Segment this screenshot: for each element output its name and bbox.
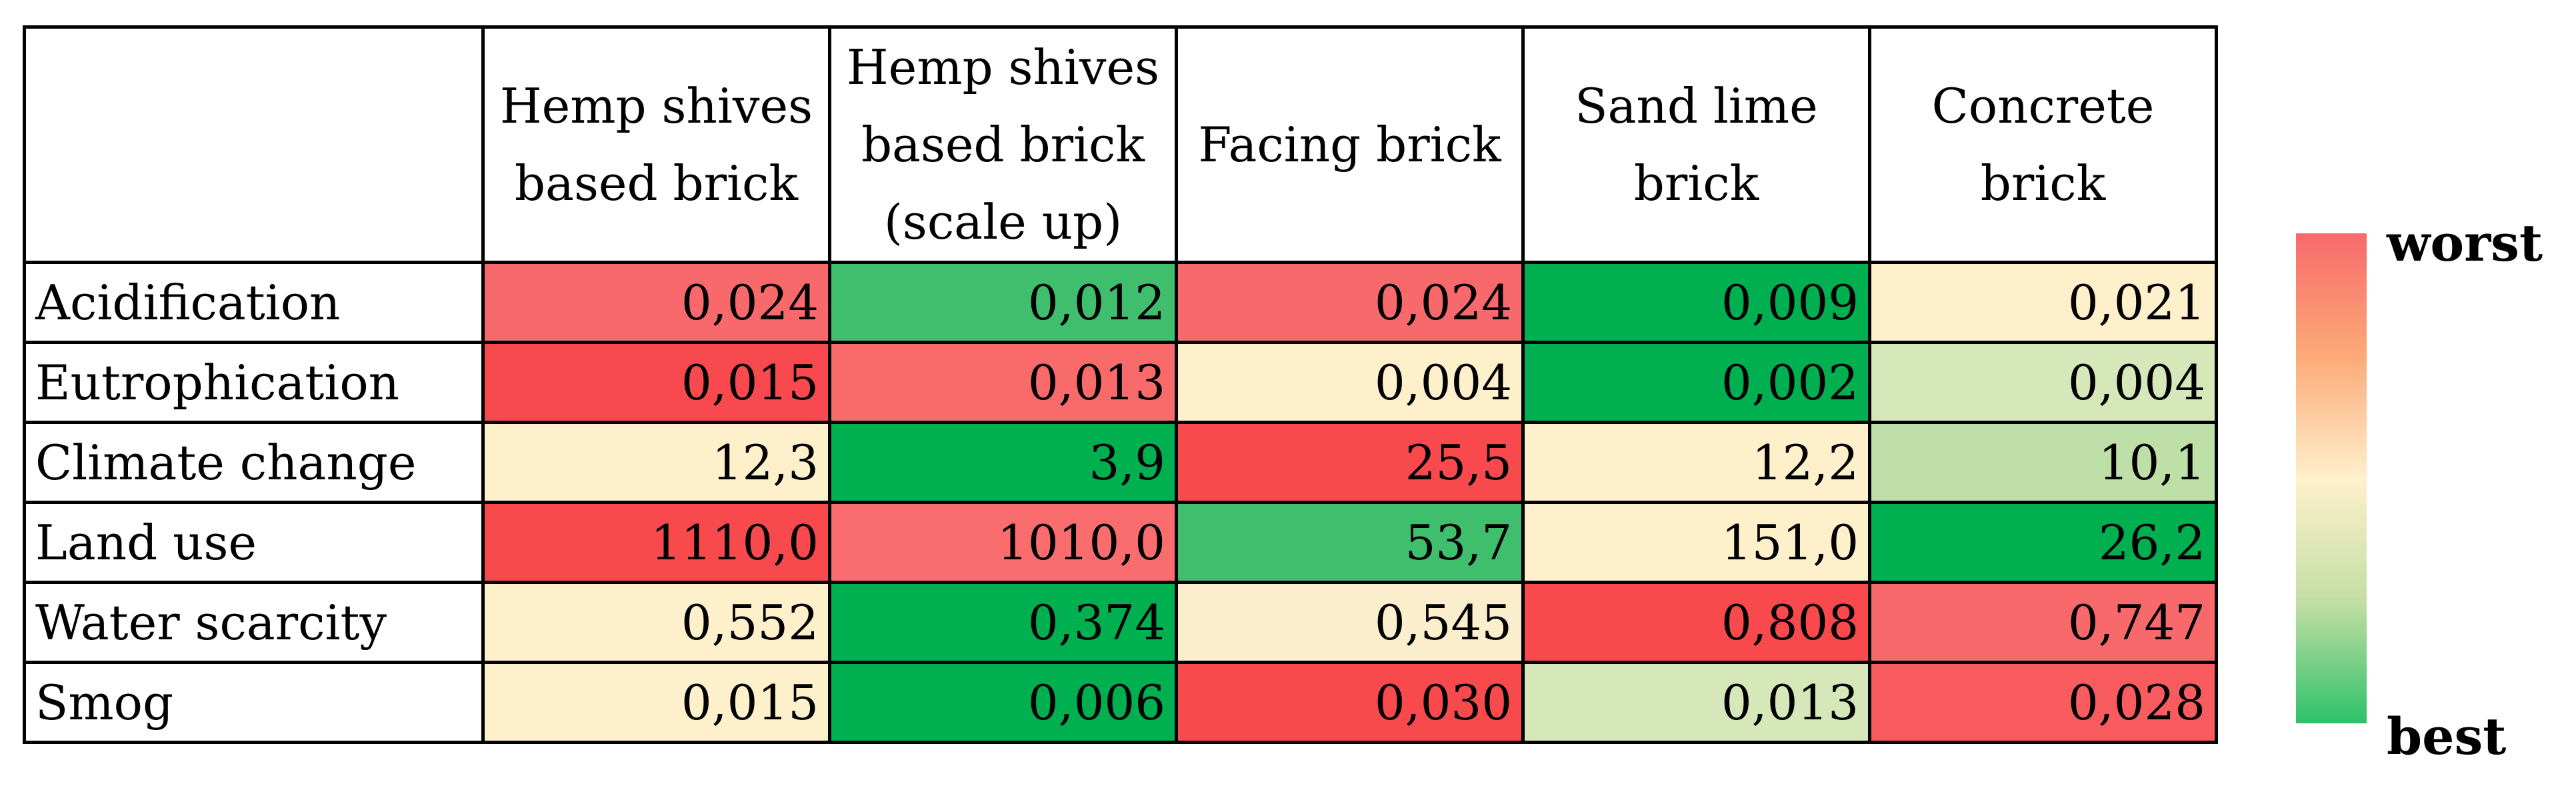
- heatmap-cell: 0,552: [481, 581, 831, 664]
- heatmap-cell: 0,013: [1521, 661, 1871, 744]
- column-header-hemp-brick-scale-up: Hemp shives based brick (scale up): [828, 25, 1178, 264]
- heatmap-cell: 0,013: [828, 341, 1178, 424]
- row-label: Eutrophication: [23, 341, 485, 424]
- heatmap-cell: 0,808: [1521, 581, 1871, 664]
- heatmap-cell: 151,0: [1521, 501, 1871, 584]
- heatmap-cell: 0,015: [481, 341, 831, 424]
- heatmap-cell: 0,024: [1175, 261, 1525, 344]
- heatmap-cell: 0,374: [828, 581, 1178, 664]
- heatmap-cell: 12,2: [1521, 421, 1871, 504]
- row-label: Water scarcity: [23, 581, 485, 664]
- heatmap-cell: 26,2: [1868, 501, 2218, 584]
- heatmap-cell: 53,7: [1175, 501, 1525, 584]
- row-label: Acidification: [23, 261, 485, 344]
- heatmap-cell: 25,5: [1175, 421, 1525, 504]
- heatmap-cell: 10,1: [1868, 421, 2218, 504]
- heatmap-cell: 1010,0: [828, 501, 1178, 584]
- column-header-hemp-brick: Hemp shives based brick: [481, 25, 831, 264]
- table-row: Acidification 0,024 0,012 0,024 0,009 0,021: [23, 261, 2218, 344]
- heatmap-cell: 12,3: [481, 421, 831, 504]
- column-header-concrete-brick: Concrete brick: [1868, 25, 2218, 264]
- table-row: Climate change 12,3 3,9 25,5 12,2 10,1: [23, 421, 2218, 504]
- column-header-label: Hemp shives based brick (scale up): [846, 39, 1160, 250]
- heatmap-cell: 0,002: [1521, 341, 1871, 424]
- table-row: Land use 1110,0 1010,0 53,7 151,0 26,2: [23, 501, 2218, 584]
- heatmap-cell: 0,015: [481, 661, 831, 744]
- heatmap-table: Hemp shives based brick Hemp shives base…: [23, 25, 2218, 744]
- table-body: Acidification 0,024 0,012 0,024 0,009 0,021 Eu…: [23, 261, 2218, 744]
- heatmap-cell: 0,004: [1868, 341, 2218, 424]
- heatmap-cell: 0,545: [1175, 581, 1525, 664]
- heatmap-cell: 0,030: [1175, 661, 1525, 744]
- heatmap-cell: 0,006: [828, 661, 1178, 744]
- column-header-sand-lime-brick: Sand lime brick: [1521, 25, 1871, 264]
- row-label: Smog: [23, 661, 485, 744]
- column-header-label: Hemp shives based brick: [499, 78, 813, 211]
- heatmap-cell: 0,021: [1868, 261, 2218, 344]
- heatmap-cell: 0,009: [1521, 261, 1871, 344]
- heatmap-cell: 0,024: [481, 261, 831, 344]
- heatmap-cell: 0,012: [828, 261, 1178, 344]
- heatmap-cell: 0,747: [1868, 581, 2218, 664]
- column-header-label: Sand lime brick: [1575, 78, 1818, 211]
- column-header-facing-brick: Facing brick: [1175, 25, 1525, 264]
- header-row: Hemp shives based brick Hemp shives base…: [23, 25, 2218, 264]
- corner-cell: [23, 25, 485, 264]
- column-header-label: Facing brick: [1198, 117, 1501, 173]
- table-row: Eutrophication 0,015 0,013 0,004 0,002 0,004: [23, 341, 2218, 424]
- row-label: Climate change: [23, 421, 485, 504]
- legend-best-label: best: [2387, 707, 2507, 766]
- legend-worst-label: worst: [2387, 213, 2543, 273]
- heatmap-cell: 1110,0: [481, 501, 831, 584]
- column-header-label: Concrete brick: [1931, 78, 2155, 211]
- table-row: Smog 0,015 0,006 0,030 0,013 0,028: [23, 661, 2218, 744]
- heatmap-cell: 0,004: [1175, 341, 1525, 424]
- heatmap-cell: 3,9: [828, 421, 1178, 504]
- heatmap-cell: 0,028: [1868, 661, 2218, 744]
- color-scale-legend: [2296, 233, 2367, 723]
- table-row: Water scarcity 0,552 0,374 0,545 0,808 0,747: [23, 581, 2218, 664]
- row-label: Land use: [23, 501, 485, 584]
